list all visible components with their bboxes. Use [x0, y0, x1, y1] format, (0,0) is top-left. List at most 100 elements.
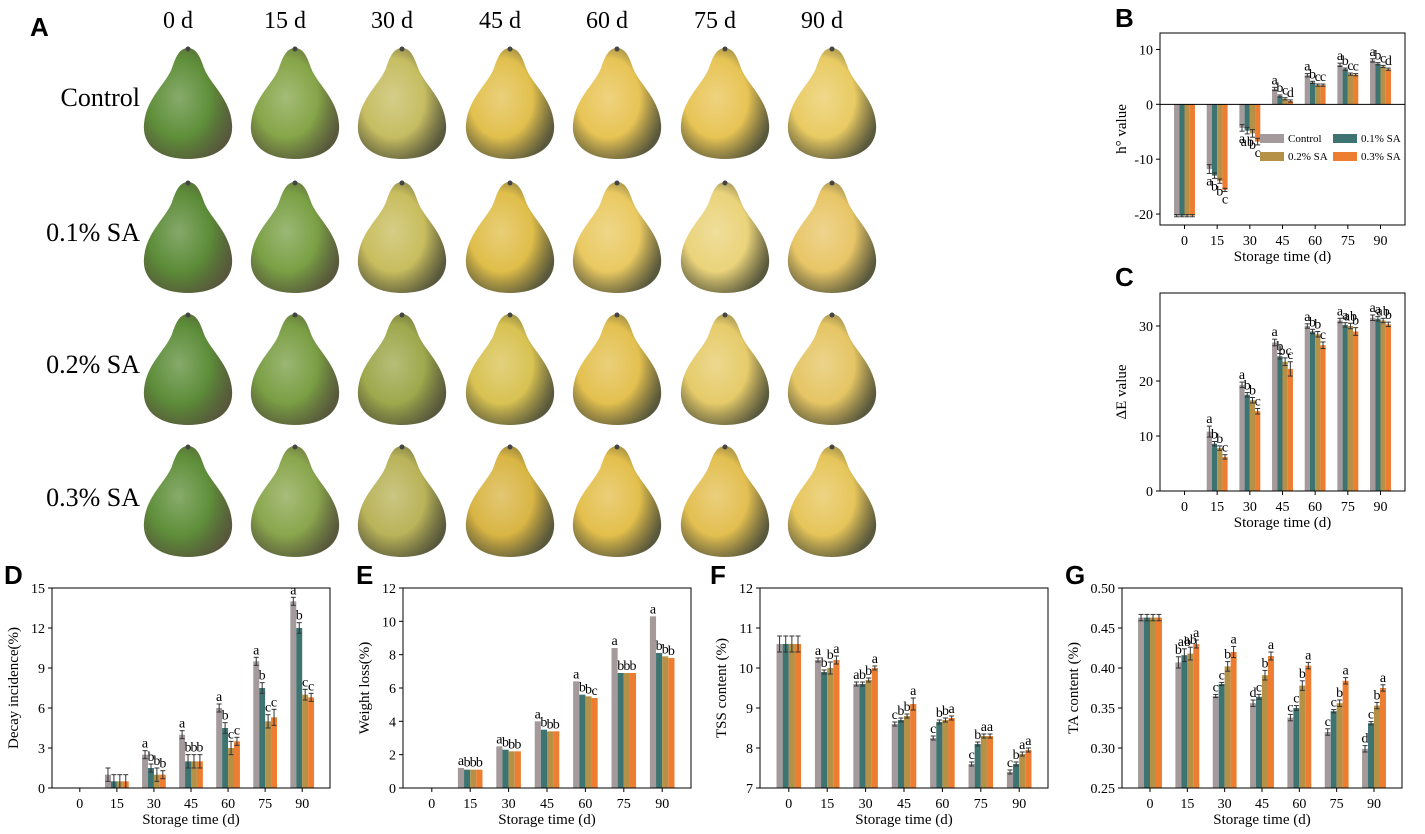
sig-letter-f-s2-c2: b: [865, 664, 872, 679]
errorbar-d-s1-c2: [148, 763, 154, 773]
errorbar-c-s2-c3: [1282, 357, 1288, 367]
bar-e-s0-c6: [649, 616, 657, 788]
xtick-label-f-2: 30: [859, 797, 873, 812]
sig-letter-f-s2-c1: b: [827, 648, 834, 663]
errorbar-d-s0-c2: [142, 750, 148, 760]
errorbar-f-s1-c6: [1013, 761, 1019, 767]
legend-label-0: Control: [1288, 133, 1322, 145]
fruit-photo-0-3-sa-60d: [567, 440, 667, 560]
errorbar-b-s2-c3: [1282, 97, 1288, 101]
bar-d-s1-c4: [222, 728, 229, 788]
bar-f-s2-c0: [788, 644, 795, 788]
errorbar-b-s0-c4: [1304, 73, 1310, 78]
errorbar-d-s2-c6: [302, 688, 308, 701]
bar-f-s0-c5: [968, 764, 975, 788]
fruit-photo-0-1-sa-0d: [138, 176, 238, 296]
xtick-label-f-6: 90: [1012, 797, 1026, 812]
errorbar-b-s3-c4: [1320, 83, 1326, 87]
errorbar-c-s2-c6: [1380, 317, 1386, 324]
ytick-label-e-3: 6: [389, 682, 396, 697]
bar-g-s2-c0: [1150, 617, 1156, 788]
sig-letter-e-s3-c2: b: [514, 737, 521, 752]
errorbar-f-s2-c5: [981, 733, 987, 739]
errorbar-c-s3-c6: [1385, 321, 1391, 328]
errorbar-d-s3-c3: [197, 754, 203, 769]
errorbar-b-s2-c6: [1380, 64, 1386, 69]
xtick-label-e-2: 30: [502, 797, 516, 812]
bar-f-s3-c1: [833, 660, 840, 788]
sig-letter-g-s0-c5: c: [1325, 715, 1331, 730]
sig-letter-c-s0-c2: a: [1239, 368, 1246, 383]
sig-letter-e-s2-c5: b: [623, 659, 630, 674]
errorbar-c-s3-c4: [1320, 341, 1326, 350]
sig-letter-e-s0-c2: a: [496, 732, 503, 747]
xtick-label-b-0: 0: [1181, 234, 1188, 249]
bar-f-s1-c0: [782, 644, 789, 788]
ytick-label-f-0: 7: [746, 782, 753, 797]
sig-letter-e-s3-c1: b: [476, 756, 483, 771]
bar-f-s1-c3: [897, 720, 904, 788]
sig-letter-g-s2-c3: b: [1261, 656, 1268, 671]
sig-letter-f-s3-c3: a: [910, 684, 917, 699]
legend-label-2: 0.2% SA: [1288, 151, 1328, 163]
errorbar-b-s3-c2: [1255, 137, 1261, 146]
sig-letter-g-s0-c4: c: [1287, 700, 1293, 715]
fruit-photo-0-2-sa-15d: [245, 308, 345, 428]
legend-b: Control 0.1% SA 0.2% SA 0.3% SA: [1260, 133, 1401, 163]
xlabel-f: Storage time (d): [855, 812, 952, 828]
errorbar-c-s0-c1: [1206, 425, 1212, 438]
errorbar-f-s1-c4: [936, 719, 942, 725]
xtick-label-f-4: 60: [935, 797, 949, 812]
errorbar-b-s1-c0: [1179, 214, 1185, 218]
xtick-label-f-1: 15: [820, 797, 834, 812]
bar-f-s3-c6: [1025, 750, 1032, 788]
ytick-label-f-3: 10: [739, 662, 753, 677]
sig-letter-d-s3-c6: c: [308, 679, 314, 694]
fruit-photo-control-45d: [460, 42, 560, 162]
sig-letter-c-s0-c5: a: [1337, 304, 1344, 319]
bar-g-s1-c5: [1330, 711, 1337, 788]
bar-c-s1-c5: [1342, 324, 1348, 491]
sig-letter-c-s1-c6: a: [1375, 303, 1382, 318]
errorbar-g-s0-c4: [1287, 713, 1293, 722]
sig-letter-b-s2-c3: c: [1282, 84, 1288, 99]
xtick-label-e-5: 75: [617, 797, 631, 812]
bar-c-s0-c6: [1370, 317, 1376, 491]
errorbar-f-s3-c4: [949, 715, 955, 721]
sig-letter-c-s3-c5: b: [1352, 314, 1359, 329]
bar-e-s2-c1: [470, 769, 477, 788]
ytick-label-f-4: 11: [740, 622, 753, 637]
bar-f-s1-c2: [859, 684, 866, 788]
xtick-label-g-0: 0: [1147, 797, 1154, 812]
sig-letter-c-s0-c4: a: [1304, 310, 1311, 325]
bar-g-s0-c3: [1250, 703, 1257, 788]
errorbar-c-s2-c5: [1347, 322, 1353, 330]
sig-letter-d-s0-c5: a: [253, 643, 260, 658]
bar-e-s3-c3: [553, 731, 560, 788]
bar-f-s2-c2: [865, 680, 872, 788]
sig-letter-g-s3-c1: a: [1193, 626, 1200, 641]
errorbar-f-s2-c1: [827, 661, 833, 675]
errorbar-f-s3-c5: [987, 733, 993, 739]
bar-e-s1-c4: [579, 694, 586, 788]
bar-b-s3-c3: [1287, 101, 1293, 105]
xtick-label-d-2: 30: [147, 797, 161, 812]
ytick-label-g-5: 0.50: [1091, 582, 1116, 597]
bar-d-s3-c4: [233, 741, 240, 788]
bar-b-s2-c6: [1380, 66, 1386, 105]
xtick-label-c-6: 90: [1374, 500, 1388, 515]
bar-b-s0-c4: [1304, 75, 1310, 105]
bar-f-s2-c6: [1019, 754, 1026, 788]
sig-letter-f-s0-c2: a: [853, 668, 860, 683]
errorbar-b-s3-c3: [1287, 99, 1293, 103]
sig-letter-f-s1-c6: b: [1013, 748, 1020, 763]
ytick-label-f-1: 8: [746, 742, 753, 757]
sig-letter-b-s2-c1: b: [1216, 184, 1223, 199]
sig-letter-c-s3-c4: c: [1320, 328, 1326, 343]
bar-d-s2-c4: [228, 748, 234, 788]
bar-f-s3-c0: [794, 644, 802, 788]
sig-letter-e-s1-c4: b: [579, 681, 586, 696]
panel-e-letter: E: [356, 560, 374, 590]
bar-f-s3-c5: [986, 736, 994, 788]
